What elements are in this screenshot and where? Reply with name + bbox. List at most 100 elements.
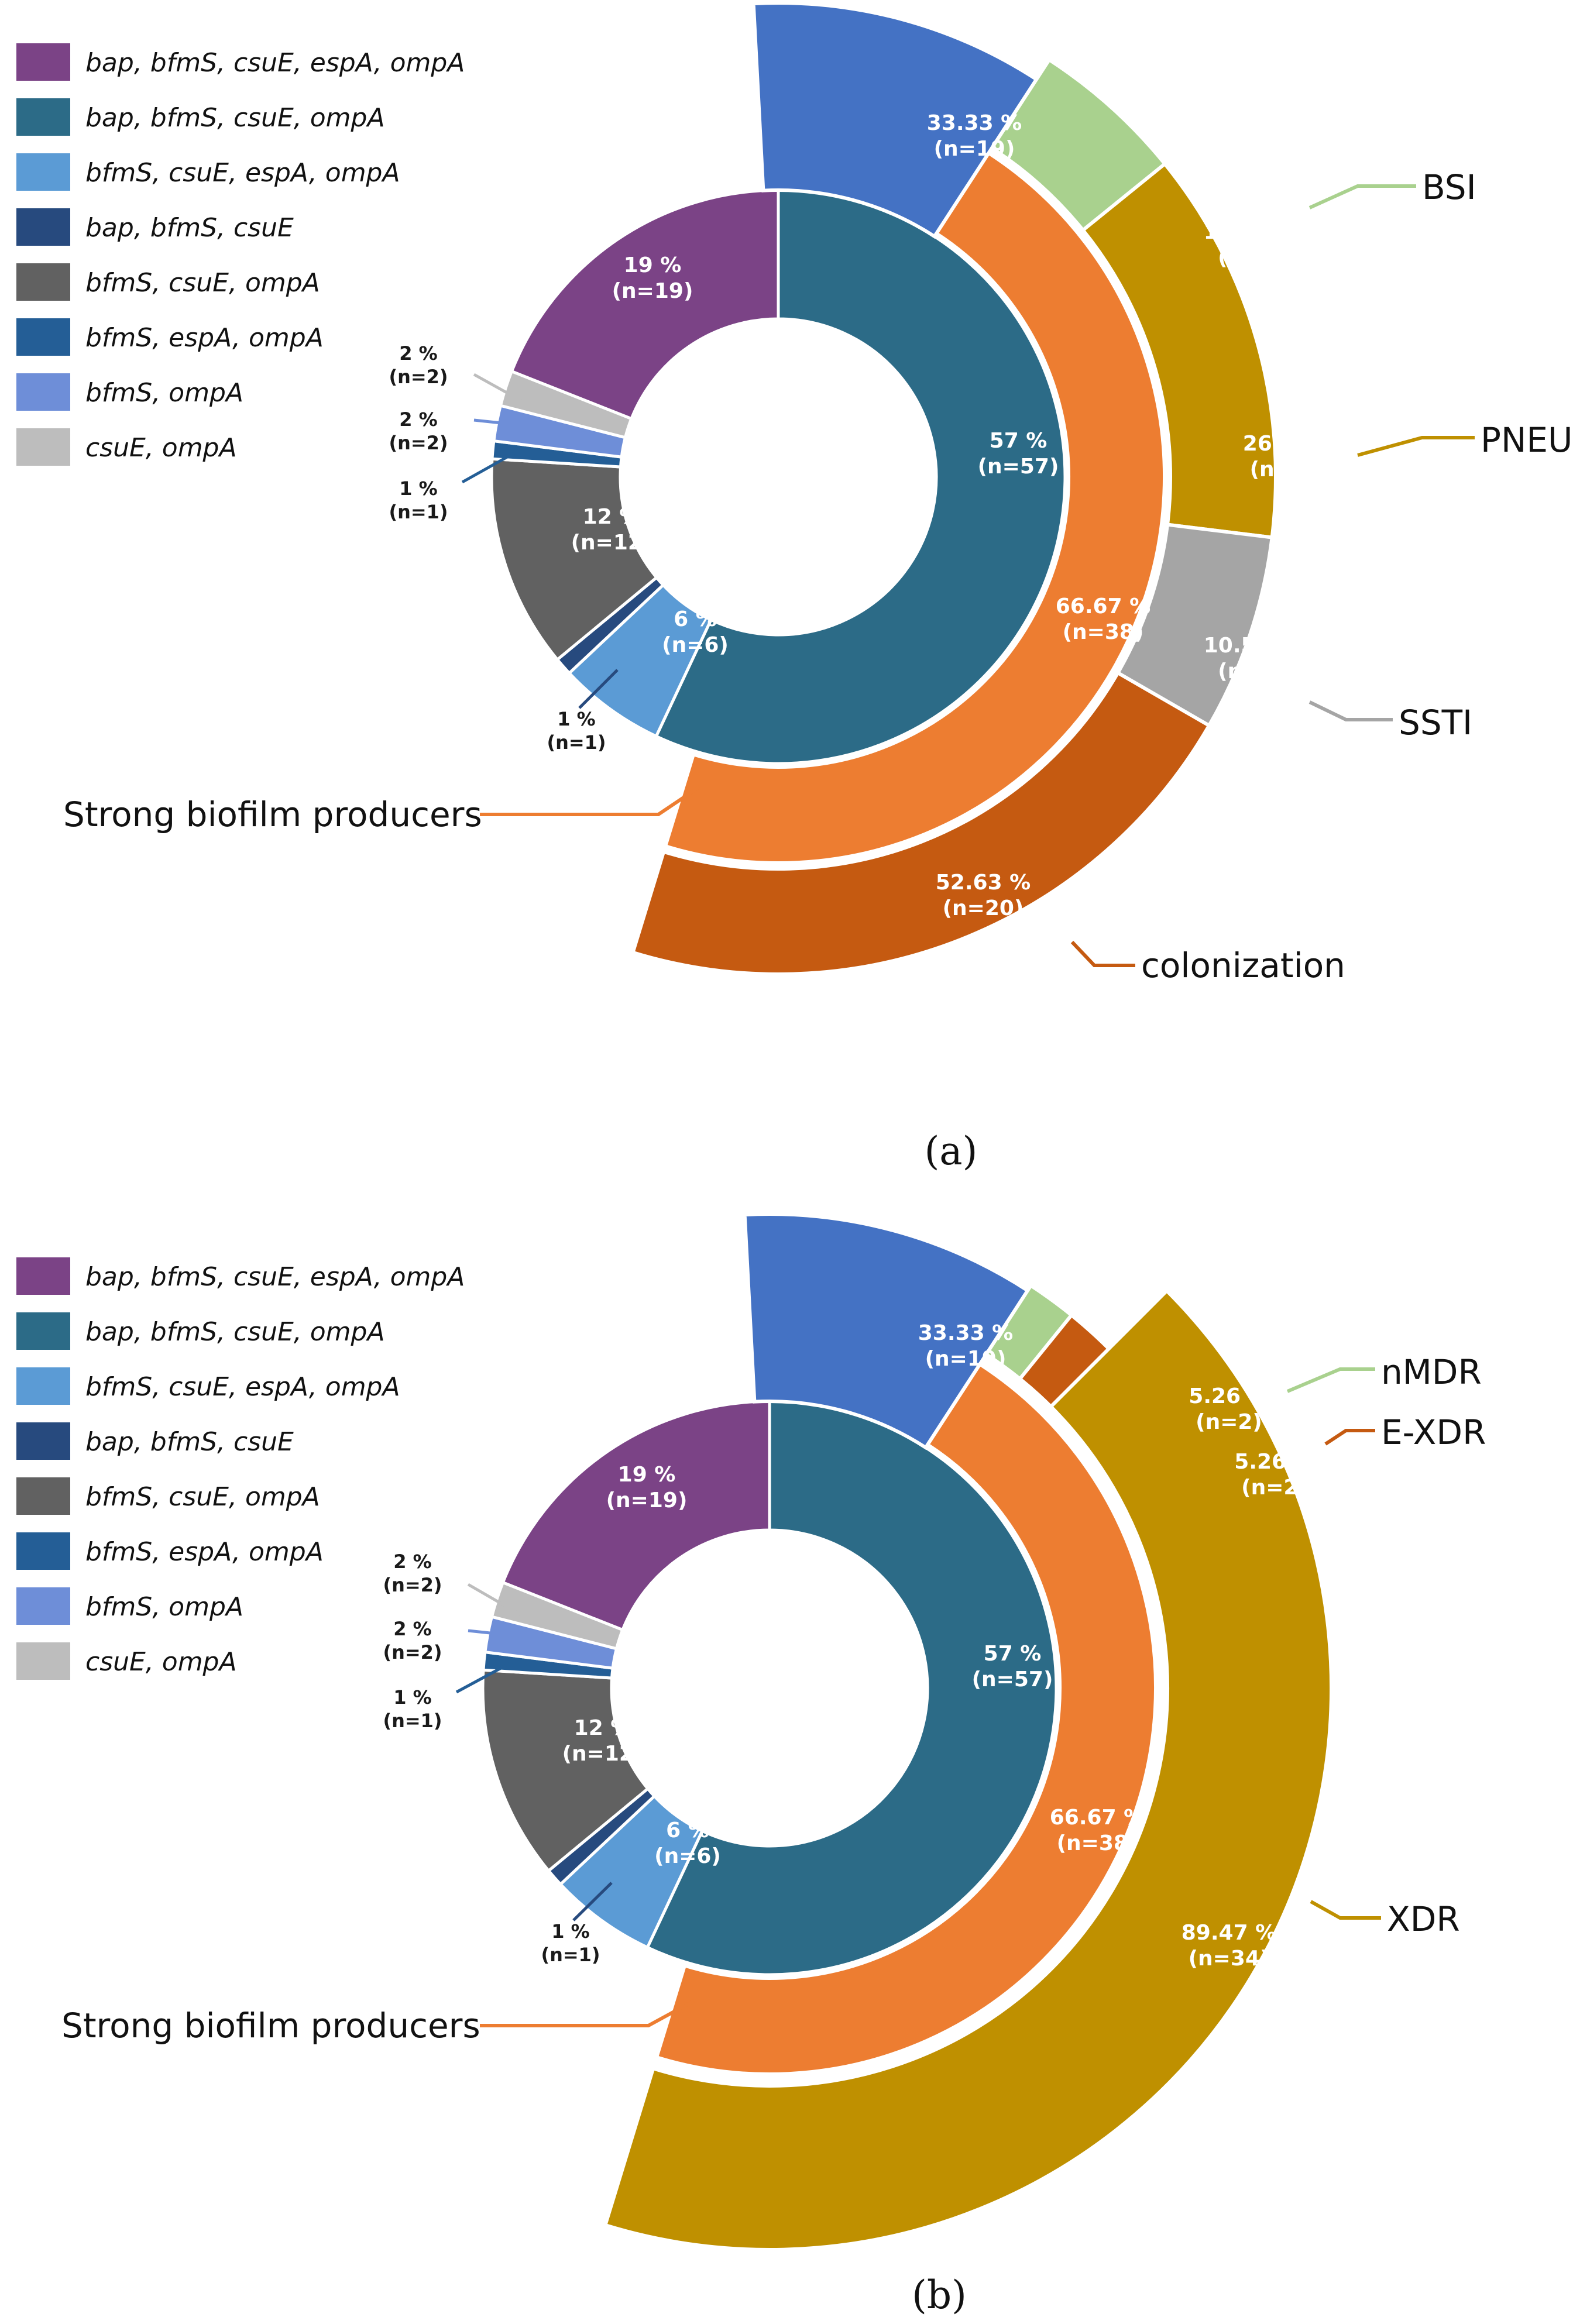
strong-biofilm-pct: 66.67 % [1050,1806,1145,1830]
outer-e-xdr-pct: 5.26 % [1234,1450,1314,1474]
callout-e-xdr-label: E-XDR [1381,1412,1486,1452]
inner-label-bap-bfms-csue-ompa-count: (n=57) [972,1668,1053,1692]
outer-slice-colonization [630,670,1212,976]
inner-label-bap-bfms-csue-pct: 1 % [557,708,595,730]
legend-label: bap, bfmS, csuE [85,1427,294,1457]
callout-pneu-leader [1357,436,1475,457]
inner-label-bap-bfms-csue-ompa-pct: 57 % [990,429,1047,453]
outer-bsi-pct: 10.53 % [1204,220,1299,244]
inner-label-csue-ompa-count: (n=2) [389,366,448,388]
legend-label: bfmS, ompA [85,378,243,408]
inner-label-bap-bfms-csue-pct: 1 % [551,1920,589,1943]
inner-label-bap-bfms-csue-espa-ompa-pct: 19 % [618,1463,676,1487]
legend-swatch [16,1477,70,1515]
outer-moderate-biofilm-producers-pct: 33.33 % [918,1321,1013,1345]
outer-moderate-biofilm-producers-count: (n=19) [934,137,1015,161]
inner-label-csue-ompa-pct: 2 % [393,1551,431,1573]
legend-label: bfmS, csuE, espA, ompA [85,1372,400,1402]
callout-ssti-label: SSTI [1399,703,1472,742]
inner-label-bap-bfms-csue-ompa-count: (n=57) [978,455,1059,479]
inner-label-bfms-ompa-count: (n=2) [389,432,448,454]
panel-label: (b) [912,2273,967,2318]
inner-slice-bap-bfms-csue-ompa [645,1400,1058,1976]
callout-ssti-leader [1308,700,1393,721]
inner-leader-bap-bfms-csue [572,1882,613,1921]
outer-pneu-count: (n=10) [1250,458,1331,482]
outer-colonization-count: (n=20) [943,896,1024,920]
legend-swatch [16,428,70,466]
inner-leader-bap-bfms-csue [578,669,619,709]
callout-nmdr-leader [1286,1367,1375,1393]
legend-swatch [16,1367,70,1405]
inner-leader-csue-ompa [473,373,528,405]
strong-biofilm-slice [663,150,1166,865]
inner-label-bfms-espa-ompa-pct: 1 % [399,477,437,500]
legend-label: csuE, ompA [85,1647,237,1677]
inner-slice-bap-bfms-csue-ompa [654,188,1067,765]
legend-swatch [16,153,70,191]
outer-xdr-pct: 89.47 % [1182,1921,1276,1945]
callout-xdr-leader [1310,1900,1381,1920]
outer-nmdr-pct: 5.26 % [1189,1384,1269,1408]
outer-pneu-pct: 26.32 % [1243,432,1338,456]
inner-label-bfms-csue-ompa-pct: 12 % [583,505,641,529]
legend-label: bfmS, espA, ompA [85,1537,324,1567]
legend-label: bfmS, csuE, espA, ompA [85,158,400,188]
outer-colonization-pct: 52.63 % [936,871,1031,895]
outer-slice-moderate-biofilm-producers [743,1212,1031,1450]
inner-slice-bfms-csue-ompa [481,1668,650,1873]
inner-label-bap-bfms-csue-count: (n=1) [547,731,606,754]
legend-swatch [16,263,70,301]
inner-leader-bfms-espa-ompa [461,448,522,484]
inner-slice-bap-bfms-csue-espa-ompa [501,1400,771,1632]
callout-pneu-label: PNEU [1481,420,1572,460]
inner-label-bfms-espa-ompa-pct: 1 % [393,1686,431,1708]
callout-colonization-leader [1070,940,1135,967]
legend-swatch [16,373,70,411]
legend-swatch [16,318,70,356]
inner-label-bfms-csue-espa-ompa-pct: 6 % [666,1818,709,1842]
legend-swatch [16,1257,70,1295]
inner-label-bap-bfms-csue-espa-ompa-count: (n=19) [606,1488,688,1512]
strong-biofilm-pct: 66.67 % [1056,594,1150,618]
inner-leader-bfms-espa-ompa [455,1659,516,1694]
inner-label-bfms-csue-ompa-count: (n=12) [571,531,652,555]
inner-label-csue-ompa-pct: 2 % [399,342,437,365]
legend-swatch [16,1642,70,1680]
strong-biofilm-count: (n=38) [1063,620,1144,644]
callout-bsi-leader [1308,184,1416,209]
legend-label: bfmS, espA, ompA [85,323,324,353]
callout-strong-biofilm-label: Strong biofilm producers [63,795,482,834]
inner-label-bfms-csue-espa-ompa-count: (n=6) [662,633,729,657]
outer-slice-moderate-biofilm-producers [751,1,1039,239]
inner-label-bap-bfms-csue-espa-ompa-pct: 19 % [624,253,682,277]
callout-colonization-label: colonization [1141,946,1345,985]
outer-moderate-biofilm-producers-pct: 33.33 % [927,111,1022,135]
outer-bsi-count: (n=4) [1218,246,1284,270]
inner-label-bap-bfms-csue-espa-ompa-count: (n=19) [612,279,693,303]
inner-label-bfms-ompa-pct: 2 % [393,1618,431,1640]
legend-label: bap, bfmS, csuE, espA, ompA [85,1262,465,1292]
inner-label-bfms-ompa-count: (n=2) [383,1641,442,1663]
inner-leader-bfms-ompa [468,1629,513,1637]
inner-label-bfms-ompa-pct: 2 % [399,408,437,431]
panel-label: (a) [925,1129,978,1174]
legend-label: bap, bfmS, csuE, ompA [85,103,385,133]
inner-slice-bfms-csue-ompa [490,457,659,662]
legend-swatch [16,1422,70,1460]
callout-strong-biofilm-label: Strong biofilm producers [61,2006,480,2045]
callout-strong-biofilm-leader [480,1999,695,2027]
legend-swatch [16,43,70,81]
outer-ssti-count: (n=4) [1218,659,1284,683]
inner-label-bfms-espa-ompa-count: (n=1) [383,1710,442,1732]
legend-label: bap, bfmS, csuE [85,213,294,243]
inner-label-bfms-espa-ompa-count: (n=1) [389,501,448,523]
legend-label: bfmS, ompA [85,1592,243,1622]
inner-label-bfms-csue-ompa-pct: 12 % [574,1716,632,1740]
inner-label-bfms-csue-ompa-count: (n=12) [562,1742,644,1766]
legend-swatch [16,98,70,136]
legend-label: bfmS, csuE, ompA [85,1482,320,1512]
legend-swatch [16,1312,70,1350]
legend-label: bfmS, csuE, ompA [85,268,320,298]
